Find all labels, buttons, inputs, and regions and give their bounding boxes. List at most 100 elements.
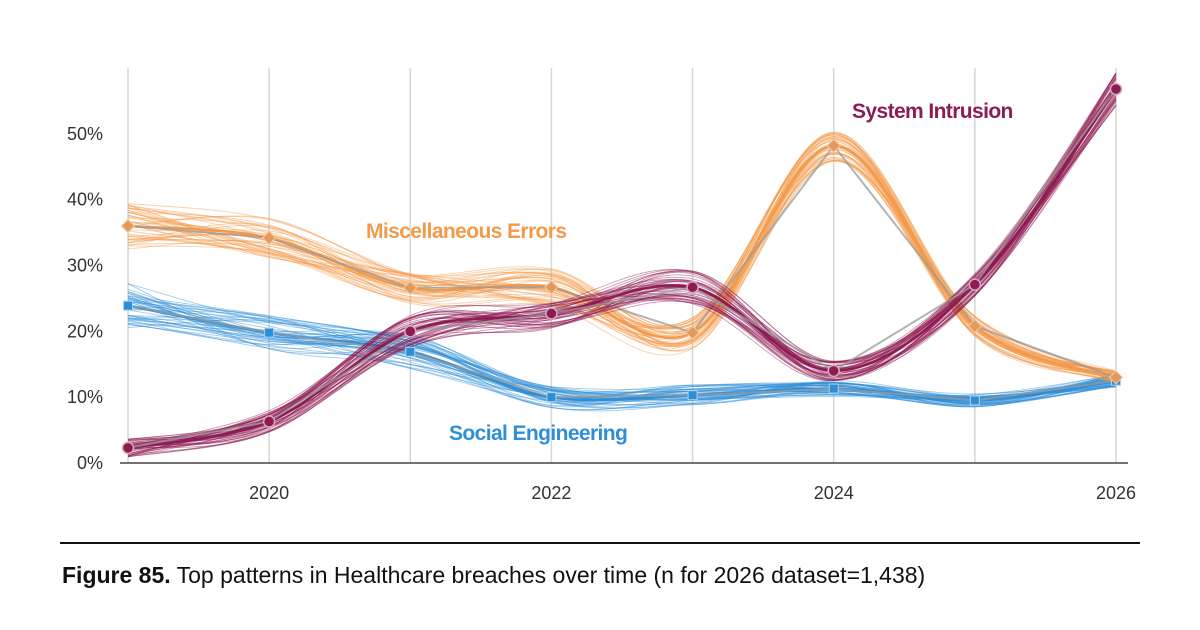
bundle-line [127, 134, 1117, 378]
point-miscellaneous-errors [544, 280, 559, 295]
bundle-line [127, 91, 1117, 451]
bundle-line [127, 83, 1117, 457]
bundle-line [127, 318, 1117, 409]
point-system-intrusion [686, 280, 699, 294]
y-tick-label: 0% [77, 453, 103, 473]
bundle-line [127, 320, 1117, 399]
point-miscellaneous-errors [261, 230, 277, 246]
bundle-line [127, 160, 1117, 376]
bundle-line [127, 83, 1117, 440]
bundle-line [127, 298, 1117, 406]
bundle-line [127, 159, 1117, 383]
point-social-engineering [264, 327, 275, 338]
point-social-engineering [969, 395, 980, 406]
x-tick-labels: 2020 2022 2024 2026 [249, 483, 1136, 503]
bundle-line [127, 290, 1117, 401]
caption-rule [60, 542, 1140, 544]
bundle-line [127, 72, 1117, 450]
bundle-line [127, 85, 1117, 446]
bundle-line [127, 315, 1117, 404]
bundle-line [127, 283, 1117, 399]
bundle-line [127, 135, 1117, 381]
data-markers [120, 82, 1124, 455]
point-miscellaneous-errors [967, 318, 983, 334]
y-tick-labels: 0% 10% 20% 30% 40% 50% [67, 124, 103, 473]
bundle-line [127, 314, 1117, 405]
y-tick-label: 20% [67, 321, 103, 341]
point-social-engineering [123, 300, 133, 311]
y-tick-label: 10% [67, 387, 103, 407]
y-tick-label: 50% [67, 124, 103, 144]
bundle-line [127, 160, 1117, 378]
series-label-social-engineering: Social Engineering [449, 422, 627, 445]
series-label-system-intrusion: System Intrusion [852, 100, 1013, 123]
bundle-line [127, 297, 1117, 405]
bundle-line [127, 99, 1117, 449]
y-tick-label: 40% [67, 190, 103, 210]
bundle-line [127, 319, 1117, 407]
bundle-line [127, 85, 1117, 455]
bundle-line [127, 160, 1117, 381]
point-system-intrusion [121, 441, 135, 455]
point-social-engineering [828, 383, 839, 394]
mean-line-social-engineering [127, 304, 1117, 402]
bundle-line [127, 105, 1117, 443]
bundle-line [127, 101, 1117, 450]
point-system-intrusion [1109, 82, 1123, 96]
bundle-line [127, 299, 1117, 409]
bundle-line [127, 323, 1117, 407]
bundle-line [127, 152, 1117, 375]
bundle-line [127, 76, 1117, 441]
point-system-intrusion [404, 325, 417, 338]
point-social-engineering [546, 392, 557, 403]
series-label-miscellaneous-errors: Miscellaneous Errors [366, 220, 566, 243]
point-miscellaneous-errors [403, 280, 418, 296]
point-miscellaneous-errors [1108, 370, 1124, 385]
x-tick-label: 2022 [531, 483, 571, 503]
bundle-line [127, 146, 1117, 374]
bundle-line [127, 136, 1117, 372]
bundle-miscellaneous-errors [127, 131, 1117, 384]
point-system-intrusion [545, 307, 558, 320]
bundle-line [127, 152, 1117, 377]
bundle-line [127, 317, 1117, 404]
bundle-line [127, 84, 1117, 451]
bundle-line [127, 73, 1117, 441]
bundle-line [127, 78, 1117, 442]
line-chart: 0% 10% 20% 30% 40% 50% 2020 2022 2024 2026 Syste… [67, 68, 1136, 503]
bundle-line [127, 292, 1117, 405]
figure-caption: Figure 85. Top patterns in Healthcare br… [62, 562, 1162, 589]
bundle-line [127, 152, 1117, 383]
mean-line-system-intrusion [127, 88, 1117, 449]
bundle-social-engineering [127, 283, 1117, 412]
bundle-line [127, 319, 1117, 406]
point-system-intrusion [262, 415, 276, 428]
mean-line-miscellaneous-errors [127, 144, 1117, 379]
point-system-intrusion [827, 364, 840, 378]
point-social-engineering [687, 390, 698, 401]
bundle-line [127, 316, 1117, 407]
point-social-engineering [405, 346, 416, 357]
bundle-line [127, 72, 1117, 447]
x-tick-label: 2024 [814, 483, 854, 503]
caption-text: Top patterns in Healthcare breaches over… [176, 562, 926, 588]
bundle-line [127, 86, 1117, 446]
bundle-line [127, 156, 1117, 379]
bundle-line [127, 295, 1117, 406]
bundle-line [127, 132, 1117, 376]
bundle-line [127, 136, 1117, 384]
bundle-line [127, 152, 1117, 380]
point-miscellaneous-errors [826, 138, 841, 153]
bundle-line [127, 85, 1117, 446]
bundle-line [127, 83, 1117, 440]
point-miscellaneous-errors [120, 218, 136, 234]
bundle-line [127, 138, 1117, 376]
y-tick-label: 30% [67, 256, 103, 276]
bundle-line [127, 322, 1117, 404]
bundle-line [127, 299, 1117, 399]
bundle-line [127, 322, 1117, 399]
point-miscellaneous-errors [685, 325, 700, 340]
bundle-line [127, 305, 1117, 408]
uncertainty-bundles [127, 72, 1118, 458]
bundle-line [127, 283, 1117, 406]
